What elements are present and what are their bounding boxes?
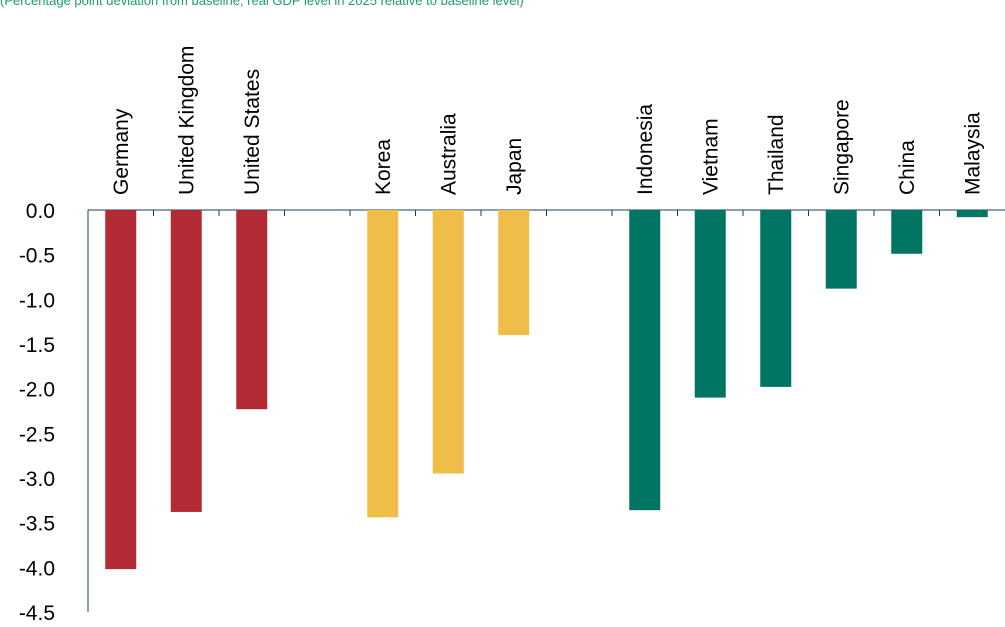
- y-tick-label: -4.5: [19, 602, 55, 625]
- top-note: (Percentage point deviation from baselin…: [0, 0, 524, 8]
- y-tick-label: -4.0: [19, 557, 55, 580]
- y-tick-label: -3.5: [19, 513, 55, 536]
- category-label: Japan: [503, 138, 526, 195]
- category-label: Malaysia: [961, 112, 984, 195]
- bar: [498, 210, 530, 336]
- y-axis: 0.0 -0.5 -1.0 -1.5 -2.0 -2.5 -3.0 -3.5 -4.0 -4.5: [19, 200, 89, 625]
- bar: [367, 210, 399, 518]
- bar: [956, 210, 988, 218]
- category-label: Thailand: [765, 114, 788, 195]
- bar: [760, 210, 792, 387]
- bar: [825, 210, 857, 289]
- bar: [432, 210, 464, 474]
- bar: [629, 210, 661, 511]
- y-tick-label: -2.5: [19, 423, 55, 446]
- y-tick-label: -1.5: [19, 334, 55, 357]
- category-label: Indonesia: [634, 104, 657, 195]
- category-labels: Germany United Kingdom United States Korea A…: [110, 46, 985, 195]
- x-axis: [88, 209, 1005, 216]
- bars: [105, 210, 988, 570]
- y-tick-label: -2.0: [19, 379, 55, 402]
- category-label: China: [896, 140, 919, 195]
- category-label: United States: [241, 69, 264, 195]
- category-label: Singapore: [830, 99, 853, 195]
- category-label: United Kingdom: [175, 46, 198, 195]
- bar: [170, 210, 202, 512]
- category-label: Korea: [372, 139, 395, 195]
- y-tick-label: -3.0: [19, 468, 55, 491]
- bar: [694, 210, 726, 398]
- category-label: Australia: [437, 113, 460, 195]
- category-label: Vietnam: [699, 118, 722, 195]
- bar: [891, 210, 923, 254]
- bar: [105, 210, 137, 570]
- y-tick-label: 0.0: [26, 200, 55, 223]
- category-label: Germany: [110, 108, 133, 195]
- y-tick-label: -0.5: [19, 245, 55, 268]
- bar: [236, 210, 268, 410]
- y-tick-label: -1.0: [19, 289, 55, 312]
